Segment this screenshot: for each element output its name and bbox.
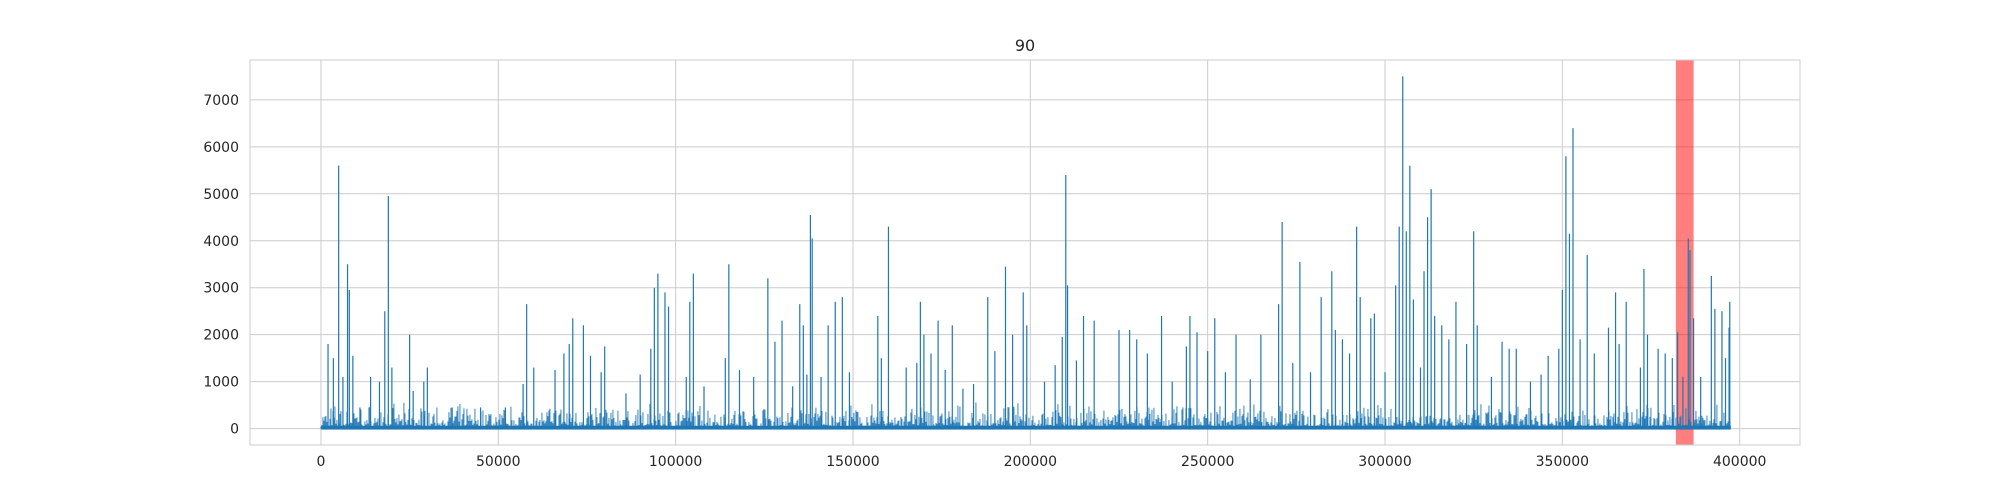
x-tick-label: 50000: [476, 454, 521, 470]
x-tick-label: 300000: [1358, 454, 1411, 470]
y-tick-label: 3000: [203, 281, 239, 297]
chart-title: 90: [1015, 36, 1035, 55]
x-tick-labels: 0 50000 100000 150000 200000 250000 300000 3500…: [316, 454, 1766, 470]
x-tick-label: 200000: [1004, 454, 1057, 470]
x-tick-label: 150000: [826, 454, 879, 470]
y-tick-label: 4000: [203, 234, 239, 250]
highlight-span: [1675, 60, 1694, 445]
x-tick-label: 400000: [1713, 454, 1766, 470]
y-tick-label: 0: [230, 422, 239, 438]
x-tick-label: 0: [316, 454, 325, 470]
x-tick-label: 100000: [649, 454, 702, 470]
x-tick-label: 350000: [1536, 454, 1589, 470]
y-tick-label: 2000: [203, 328, 239, 344]
plot-background: [250, 60, 1800, 445]
highlight-layer: [1675, 60, 1694, 445]
y-tick-labels: 0 1000 2000 3000 4000 5000 6000 7000: [203, 93, 239, 438]
y-tick-label: 6000: [203, 140, 239, 156]
x-tick-label: 250000: [1181, 454, 1234, 470]
y-tick-label: 1000: [203, 375, 239, 391]
y-tick-label: 5000: [203, 187, 239, 203]
plot-frame: [249, 59, 1801, 446]
y-tick-label: 7000: [203, 93, 239, 109]
grid-x: [320, 60, 1741, 445]
series-layer: [320, 76, 1731, 430]
